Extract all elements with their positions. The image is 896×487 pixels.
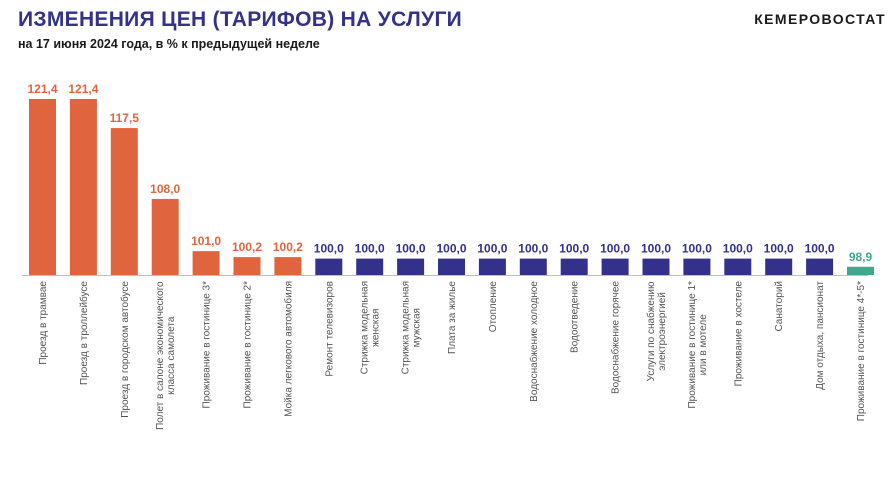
category-label-line: Плата за жилье xyxy=(447,281,458,354)
bar-4 xyxy=(192,251,220,275)
category-label-line: электроэнергией xyxy=(657,292,668,371)
category-label-line: мужская xyxy=(412,308,423,347)
bar-2 xyxy=(110,128,138,275)
category-label-line: Дом отдыха, пансионат xyxy=(815,281,826,390)
value-label-12: 100,0 xyxy=(518,242,548,256)
category-label-11: Отопление xyxy=(488,281,499,333)
bar-5 xyxy=(233,257,261,275)
category-label-line: Проживание в гостинице 2* xyxy=(243,281,254,409)
value-label-9: 100,0 xyxy=(396,242,426,256)
category-label-line: Водоснабжение горячее xyxy=(610,281,622,394)
category-label-line: Услуги по снабжению xyxy=(645,281,657,381)
category-label-3: Полет в салоне экономическогокласса само… xyxy=(155,281,177,430)
value-label-11: 100,0 xyxy=(477,242,507,256)
value-label-15: 100,0 xyxy=(641,242,671,256)
bar-8 xyxy=(356,258,384,275)
bar-18 xyxy=(765,258,793,275)
bar-1 xyxy=(69,99,97,275)
category-label-9: Стрижка модельнаямужская xyxy=(401,281,423,374)
category-label-line: Проживание в гостинице 1* xyxy=(687,281,698,409)
bar-7 xyxy=(315,258,343,275)
value-label-10: 100,0 xyxy=(436,242,466,256)
category-label-0: Проезд в трамвае xyxy=(38,281,49,365)
bar-13 xyxy=(560,258,588,275)
value-label-16: 100,0 xyxy=(682,242,712,256)
bar-19 xyxy=(806,258,834,275)
value-label-6: 100,2 xyxy=(273,240,303,254)
category-label-19: Дом отдыха, пансионат xyxy=(815,281,826,390)
chart-subtitle: на 17 июня 2024 года, в % к предыдущей н… xyxy=(18,37,320,51)
category-label-line: Проезд в городском автобусе xyxy=(119,281,131,418)
category-label-line: Проживание в гостинице 4*-5* xyxy=(856,281,867,421)
value-label-13: 100,0 xyxy=(559,242,589,256)
value-label-3: 108,0 xyxy=(150,182,180,196)
value-label-0: 121,4 xyxy=(27,82,57,96)
value-label-1: 121,4 xyxy=(68,82,98,96)
category-label-15: Услуги по снабжениюэлектроэнергией xyxy=(645,281,668,381)
value-label-20: 98,9 xyxy=(849,250,873,264)
bar-15 xyxy=(642,258,670,275)
value-label-7: 100,0 xyxy=(314,242,344,256)
category-label-line: Ремонт телевизоров xyxy=(324,281,335,377)
chart-title: ИЗМЕНЕНИЯ ЦЕН (ТАРИФОВ) НА УСЛУГИ xyxy=(18,8,463,31)
category-label-line: Стрижка модельная xyxy=(360,281,371,374)
value-label-17: 100,0 xyxy=(723,242,753,256)
value-label-2: 117,5 xyxy=(110,111,140,125)
category-label-4: Проживание в гостинице 3* xyxy=(202,281,213,409)
category-label-17: Проживание в хостеле xyxy=(733,281,744,387)
category-label-14: Водоснабжение горячее xyxy=(610,281,622,394)
category-label-line: Полет в салоне экономического xyxy=(155,281,166,430)
category-label-12: Водоснабжение холодное xyxy=(528,281,540,402)
category-label-line: Проживание в хостеле xyxy=(733,281,744,387)
value-label-4: 101,0 xyxy=(191,234,221,248)
bar-16 xyxy=(683,258,711,275)
bar-10 xyxy=(438,258,465,275)
value-labels-group: 121,4 121,4 117,5 108,0 101,0 100,2 100,2 100,0… xyxy=(27,82,872,264)
category-label-line: Мойка легкового автомобиля xyxy=(282,281,294,417)
category-label-line: женская xyxy=(371,309,382,347)
bar-0 xyxy=(29,99,56,275)
category-label-line: Отопление xyxy=(488,281,499,333)
value-label-5: 100,2 xyxy=(232,240,262,254)
category-label-line: или в мотеле xyxy=(698,314,709,376)
category-label-line: Проживание в гостинице 3* xyxy=(202,281,213,409)
category-label-line: Водоотведение xyxy=(570,281,581,353)
category-label-line: Проезд в троллейбусе xyxy=(78,281,90,385)
category-label-6: Мойка легкового автомобиля xyxy=(282,281,294,417)
category-label-line: Проезд в трамвае xyxy=(38,281,49,365)
category-labels-group: Проезд в трамвае Проезд в троллейбусе Прое… xyxy=(38,281,867,430)
bar-14 xyxy=(601,258,629,275)
category-label-20: Проживание в гостинице 4*-5* xyxy=(856,281,867,421)
category-label-line: Санаторий xyxy=(774,281,785,332)
bar-17 xyxy=(724,258,752,275)
brand-logo-text: КЕМЕРОВОСТАТ xyxy=(754,11,886,27)
bar-11 xyxy=(478,258,506,275)
category-label-13: Водоотведение xyxy=(570,281,581,353)
value-label-18: 100,0 xyxy=(764,242,794,256)
category-label-line: Стрижка модельная xyxy=(401,281,412,374)
category-label-18: Санаторий xyxy=(774,281,785,332)
category-label-5: Проживание в гостинице 2* xyxy=(243,281,254,409)
category-label-1: Проезд в троллейбусе xyxy=(78,281,90,385)
category-label-16: Проживание в гостинице 1*или в мотеле xyxy=(687,281,709,409)
category-label-line: класса самолета xyxy=(166,316,177,395)
category-label-7: Ремонт телевизоров xyxy=(324,281,335,377)
category-label-line: Водоснабжение холодное xyxy=(528,281,540,402)
bar-9 xyxy=(397,258,425,275)
bars-group xyxy=(29,99,874,275)
bar-20 xyxy=(847,266,874,275)
bar-3 xyxy=(151,198,179,275)
value-label-8: 100,0 xyxy=(355,242,385,256)
bar-6 xyxy=(274,257,302,275)
category-label-2: Проезд в городском автобусе xyxy=(119,281,131,418)
value-label-19: 100,0 xyxy=(805,242,835,256)
category-label-8: Стрижка модельнаяженская xyxy=(360,281,382,374)
category-label-10: Плата за жилье xyxy=(447,281,458,354)
value-label-14: 100,0 xyxy=(600,242,630,256)
bar-12 xyxy=(519,258,547,275)
